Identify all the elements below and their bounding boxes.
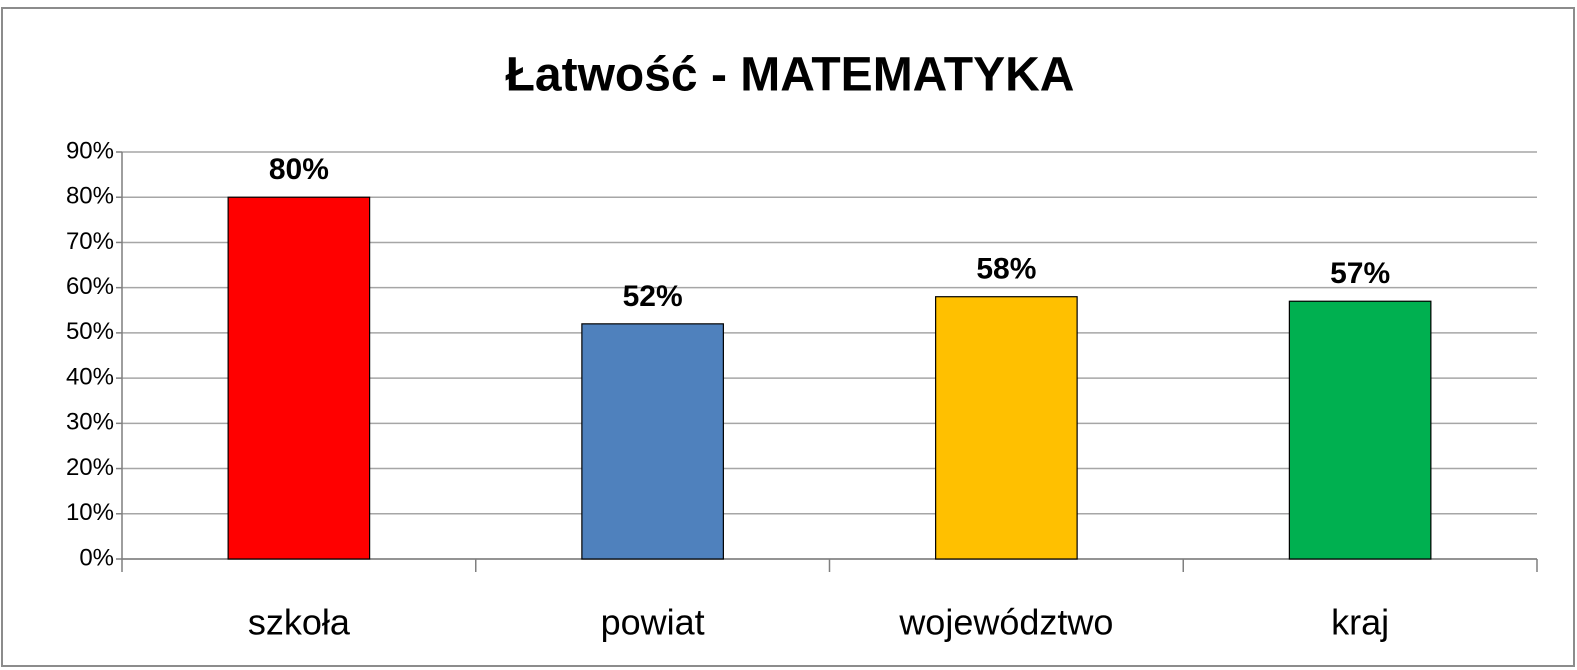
y-tick-label: 90% <box>66 137 114 164</box>
y-tick-label: 10% <box>66 499 114 526</box>
bar <box>581 323 724 560</box>
y-tick-label: 50% <box>66 318 114 345</box>
data-label: 58% <box>976 253 1036 286</box>
data-label: 80% <box>269 153 329 186</box>
x-tick-label: województwo <box>898 602 1113 643</box>
data-label: 52% <box>623 280 683 313</box>
y-tick-label: 0% <box>79 544 114 571</box>
y-tick-label: 60% <box>66 273 114 300</box>
bar <box>1288 300 1432 560</box>
data-label: 57% <box>1330 257 1390 290</box>
y-tick-label: 20% <box>66 454 114 481</box>
chart-title: Łatwość - MATEMATYKA <box>506 49 1075 102</box>
x-tick-label: powiat <box>601 602 705 643</box>
bar <box>227 196 371 560</box>
x-tick-label: szkoła <box>248 602 351 643</box>
y-tick-label: 80% <box>66 183 114 210</box>
bar <box>935 296 1078 560</box>
y-tick-label: 40% <box>66 363 114 390</box>
y-tick-label: 70% <box>66 228 114 255</box>
y-tick-label: 30% <box>66 409 114 436</box>
x-tick-label: kraj <box>1331 602 1389 643</box>
